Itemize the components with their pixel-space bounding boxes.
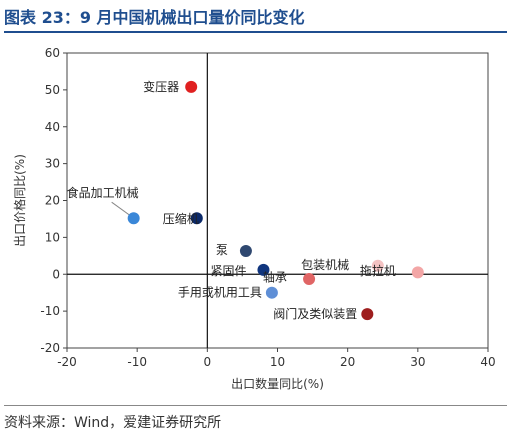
point-label: 压缩机	[163, 211, 199, 226]
point-label: 手用或机用工具	[178, 286, 262, 300]
y-tick-label: 40	[45, 120, 60, 134]
label-leader-line	[111, 201, 130, 216]
x-tick-label: -10	[127, 355, 147, 369]
point-label: 食品加工机械	[67, 185, 139, 200]
y-tick-label: 10	[45, 230, 60, 244]
source-divider	[4, 405, 507, 406]
x-tick-label: -20	[57, 355, 77, 369]
data-points	[127, 80, 424, 321]
leader-lines	[111, 201, 130, 216]
data-point	[239, 245, 252, 258]
x-tick-label: 20	[340, 355, 355, 369]
y-tick-label: 60	[45, 46, 60, 60]
y-tick-label: 50	[45, 83, 60, 97]
data-point	[190, 212, 203, 225]
y-tick-label: -10	[40, 304, 60, 318]
scatter-chart: -20 -10 0 10 20 30 40 -20 -10 0 10 20 30 40 50 60 变压器食品…	[12, 46, 496, 391]
point-label: 变压器	[143, 79, 179, 94]
y-tick-label: -20	[40, 341, 60, 355]
source-note: 资料来源：Wind，爱建证券研究所	[4, 415, 222, 431]
data-point	[127, 212, 140, 225]
data-point	[257, 263, 270, 276]
x-tick-label: 10	[270, 355, 285, 369]
x-tick-label: 40	[480, 355, 495, 369]
y-axis-title: 出口价格同比(%)	[12, 154, 27, 247]
data-point	[185, 80, 198, 93]
y-tick-label: 30	[45, 157, 60, 171]
x-tick-label: 30	[410, 355, 425, 369]
data-point	[303, 273, 316, 286]
point-label: 轴承	[263, 270, 287, 285]
title-divider	[4, 31, 507, 33]
point-label: 阀门及类似装置	[273, 306, 357, 321]
point-label: 拖拉机	[360, 263, 396, 278]
y-tick-label: 20	[45, 194, 60, 208]
data-point	[361, 308, 374, 321]
x-tick-label: 0	[204, 355, 212, 369]
chart-title: 图表 23：9 月中国机械出口量价同比变化	[4, 8, 305, 27]
point-label: 包装机械	[301, 257, 349, 272]
chart-axes: -20 -10 0 10 20 30 40 -20 -10 0 10 20 30 40 50 60	[40, 46, 495, 369]
data-point	[411, 266, 424, 279]
plot-frame	[66, 52, 489, 349]
data-point	[265, 286, 278, 299]
data-point	[371, 259, 384, 272]
y-tick-label: 0	[52, 267, 60, 281]
point-label: 紧固件	[210, 264, 246, 278]
point-label: 泵	[216, 243, 228, 257]
x-axis-title: 出口数量同比(%)	[231, 376, 324, 391]
